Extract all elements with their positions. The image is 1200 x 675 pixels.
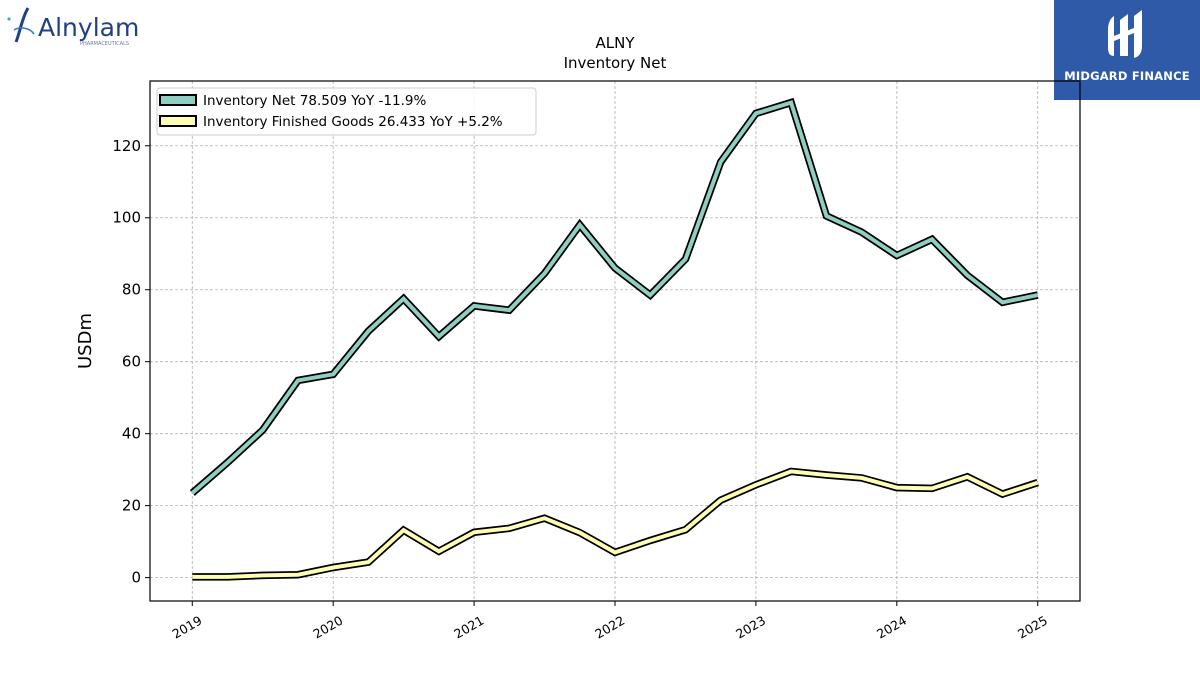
legend-label-1: Inventory Finished Goods 26.433 YoY +5.2…	[203, 114, 503, 130]
legend-swatch-1	[159, 115, 197, 127]
y-axis-label: USDm	[75, 313, 96, 369]
midgard-finance-wordmark: MIDGARD FINANCE	[1064, 69, 1190, 83]
x-tick-label: 2024	[874, 613, 909, 642]
x-tick-label: 2020	[310, 613, 345, 642]
x-tick-label: 2019	[169, 613, 204, 642]
legend-label-0: Inventory Net 78.509 YoY -11.9%	[203, 93, 426, 109]
x-tick-label: 2022	[592, 613, 627, 642]
alnylam-wordmark: Alnylam	[38, 13, 139, 42]
y-tick-label: 100	[112, 209, 141, 227]
y-tick-label: 80	[122, 281, 141, 299]
chart-title: ALNY	[595, 34, 635, 52]
y-tick-label: 60	[122, 353, 141, 371]
alnylam-logo: Alnylam PHARMACEUTICALS	[4, 4, 164, 48]
series-line-0	[190, 100, 1039, 495]
y-tick-label: 0	[131, 569, 141, 587]
x-tick-label: 2021	[451, 613, 486, 642]
alnylam-subtitle: PHARMACEUTICALS	[80, 41, 129, 47]
x-tick-label: 2025	[1015, 613, 1050, 642]
y-tick-label: 120	[112, 137, 141, 155]
x-tick-label: 2023	[733, 613, 768, 642]
legend-box	[156, 87, 537, 136]
legend-swatch-0	[159, 94, 197, 106]
y-tick-label: 20	[122, 497, 141, 515]
midgard-finance-logo: MIDGARD FINANCE	[1054, 0, 1200, 100]
chart-subtitle: Inventory Net	[564, 54, 667, 72]
y-tick-label: 40	[122, 425, 141, 443]
legend: Inventory Net 78.509 YoY -11.9% Inventory…	[156, 87, 537, 136]
series-line-1	[192, 469, 1039, 579]
